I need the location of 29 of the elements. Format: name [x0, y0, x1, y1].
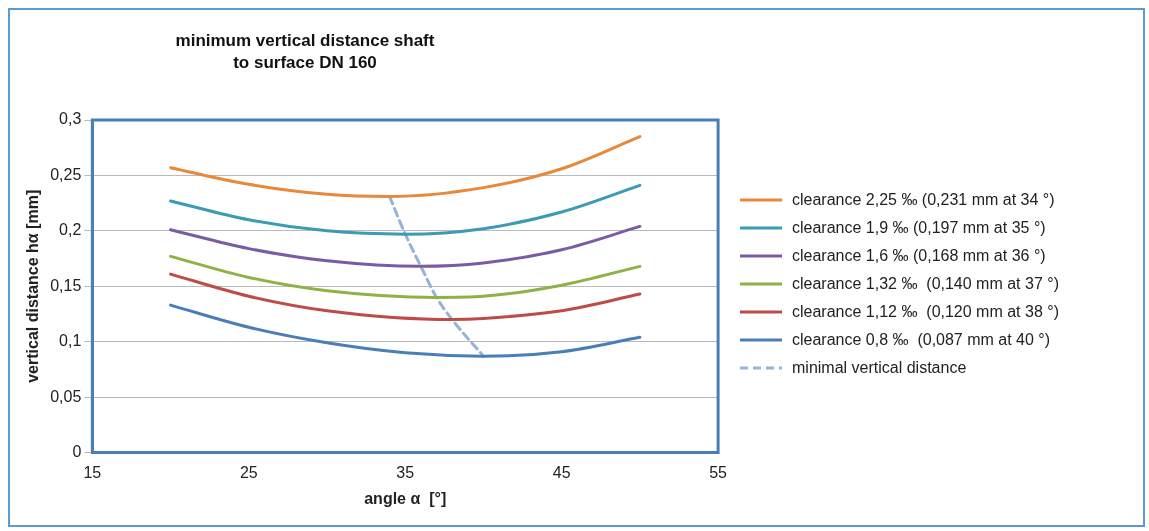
legend-label: clearance 2,25 ‰ (0,231 mm at 34 °) [792, 190, 1055, 210]
x-tick-label: 25 [239, 463, 258, 481]
y-tick-label: 0,1 [59, 332, 82, 350]
x-tick-label: 35 [396, 463, 415, 481]
legend-label: clearance 1,32 ‰ (0,140 mm at 37 °) [792, 274, 1059, 294]
x-tick-label: 55 [709, 463, 728, 481]
legend-label: clearance 1,9 ‰ (0,197 mm at 35 °) [792, 218, 1046, 238]
line-series [169, 272, 642, 322]
y-tick-label: 0,05 [50, 387, 82, 405]
line-series [169, 183, 642, 236]
line-series [169, 135, 642, 198]
legend-label: clearance 1,6 ‰ (0,168 mm at 36 °) [792, 246, 1046, 266]
x-axis-title: angle α [°] [364, 489, 447, 507]
line-series [169, 224, 642, 268]
legend-label: clearance 1,12 ‰ (0,120 mm at 38 °) [792, 302, 1059, 322]
y-tick-label: 0,2 [59, 221, 82, 239]
y-axis-title: vertical distance hα [mm] [24, 189, 42, 383]
y-tick-label: 0,25 [50, 165, 82, 183]
line-series [388, 195, 485, 358]
y-tick-label: 0,15 [50, 276, 82, 294]
line-series [169, 303, 642, 358]
y-tick-label: 0 [72, 443, 82, 461]
x-tick-label: 45 [552, 463, 571, 481]
legend-label: minimal vertical distance [792, 358, 967, 378]
line-series [169, 254, 642, 299]
chart-title: minimum vertical distance shaft to surface DN 160 [174, 30, 436, 74]
legend-label: clearance 0,8 ‰ (0,087 mm at 40 °) [792, 330, 1051, 350]
y-tick-label: 0,3 [59, 110, 82, 128]
x-tick-label: 15 [83, 463, 102, 481]
